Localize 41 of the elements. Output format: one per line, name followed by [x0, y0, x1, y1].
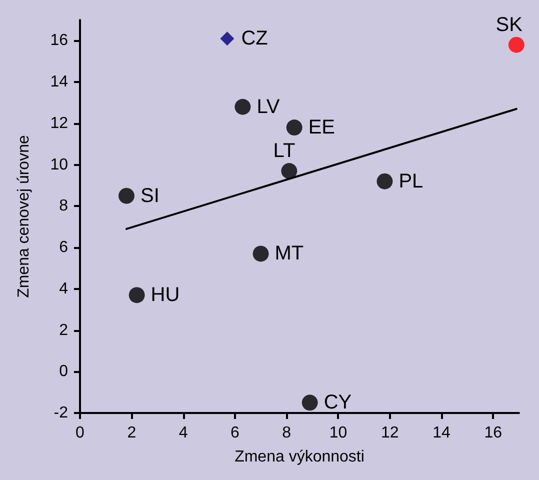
x-tick-label: 2	[127, 424, 136, 442]
y-tick-label: 0	[59, 363, 68, 380]
y-tick-label: 8	[59, 198, 68, 215]
x-tick-label: 6	[230, 424, 240, 442]
y-tick-label: 16	[50, 32, 68, 50]
point	[508, 36, 524, 53]
point	[128, 287, 145, 304]
annotation: HU	[150, 284, 180, 306]
x-tick-label: 16	[484, 424, 502, 442]
x-tick-label: 8	[282, 424, 292, 442]
point	[302, 394, 318, 411]
x-tick-label: 4	[178, 424, 188, 442]
y-tick-label: 4	[59, 280, 68, 298]
y-tick-label: 10	[50, 156, 68, 174]
point	[118, 188, 134, 204]
y-axis-title: Zmena cenovej úrovne	[16, 135, 32, 298]
x-tick-label: 0	[76, 424, 85, 442]
y-tick-label: 14	[50, 74, 68, 91]
annotation: PL	[398, 170, 424, 192]
point	[220, 32, 234, 46]
point	[234, 98, 251, 115]
annotation: LV	[256, 96, 280, 118]
y-tick-label: 12	[50, 114, 68, 132]
annotation: CZ	[241, 28, 268, 50]
annotation: SK	[496, 14, 524, 36]
y-tick-label: -2	[54, 404, 68, 422]
x-tick-label: 12	[380, 424, 399, 442]
annotation: SI	[140, 184, 160, 207]
annotation: CY	[324, 392, 352, 414]
point	[376, 173, 393, 190]
annotation: MT	[274, 242, 304, 265]
annotation: EE	[308, 116, 336, 139]
x-axis-title: Zmena výkonnosti	[234, 448, 364, 466]
x-tick-label: 10	[329, 424, 348, 442]
point	[286, 120, 302, 136]
point	[252, 246, 269, 262]
annotation: LT	[273, 140, 296, 162]
x-tick-label: 14	[432, 424, 451, 442]
y-tick-label: 2	[59, 322, 68, 339]
y-tick-label: 6	[59, 239, 68, 256]
point	[281, 163, 298, 179]
